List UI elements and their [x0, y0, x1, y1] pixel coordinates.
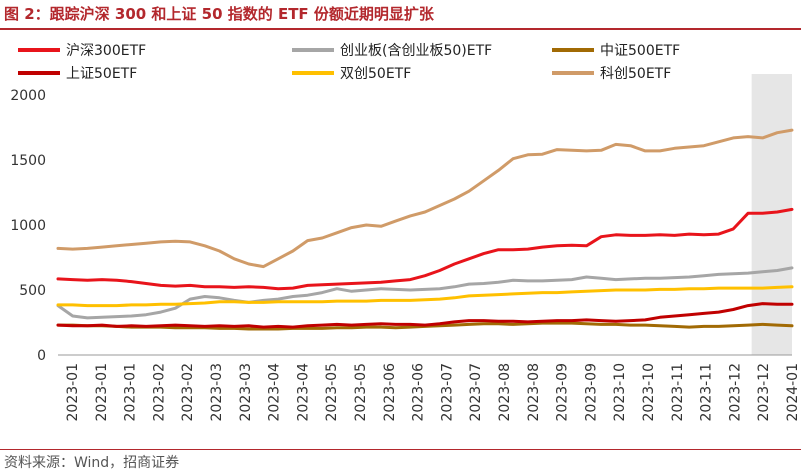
legend-label-5: 科创50ETF [600, 66, 671, 82]
y-tick-label: 1500 [10, 153, 46, 169]
y-tick-label: 0 [37, 348, 46, 364]
x-tick-label: 2023-01 [123, 363, 139, 422]
legend-label-2: 中证500ETF [600, 43, 680, 59]
y-tick-label: 500 [19, 283, 46, 299]
series-line-4 [56, 285, 794, 308]
x-tick-label: 2023-01 [94, 363, 110, 422]
x-tick-label: 2023-06 [411, 363, 427, 422]
series-line-3 [56, 302, 794, 329]
x-tick-label: 2023-10 [612, 363, 628, 422]
x-tick-label: 2023-11 [670, 363, 686, 422]
x-tick-label: 2023-02 [151, 363, 167, 422]
legend: 沪深300ETF 创业板(含创业板50)ETF 中证500ETF 上证50ETF 双创5… [18, 43, 680, 82]
x-tick-label: 2023-07 [468, 363, 484, 422]
plot-area: 0 500 1000 1500 2000 2023-01 2023-01 2023-01 202… [10, 74, 801, 422]
x-tick-label: 2023-06 [382, 363, 398, 422]
x-tick-label: 2023-09 [583, 363, 599, 422]
x-tick-label: 2023-08 [526, 363, 542, 422]
x-tick-label: 2023-11 [699, 363, 715, 422]
x-tick-label: 2023-04 [295, 363, 311, 422]
legend-label-3: 上证50ETF [66, 66, 137, 82]
x-tick-label: 2023-12 [756, 363, 772, 422]
x-tick-label: 2023-04 [267, 363, 283, 422]
x-tick-label: 2023-09 [555, 363, 571, 422]
x-tick-label: 2023-02 [180, 363, 196, 422]
x-tick-label: 2023-05 [324, 363, 340, 422]
x-tick-label: 2023-05 [353, 363, 369, 422]
legend-label-1: 创业板(含创业板50)ETF [340, 43, 492, 59]
source-divider [0, 449, 801, 450]
x-tick-label: 2023-10 [641, 363, 657, 422]
x-tick-label: 2023-12 [727, 363, 743, 422]
x-tick-label: 2023-01 [65, 363, 81, 422]
figure-title: 图 2：跟踪沪深 300 和上证 50 指数的 ETF 份额近期明显扩张 [4, 5, 434, 23]
y-tick-label: 1000 [10, 218, 46, 234]
x-tick-label: 2023-08 [497, 363, 513, 422]
x-tick-label: 2024-01 [785, 363, 801, 422]
legend-label-0: 沪深300ETF [66, 43, 146, 59]
x-tick-label: 2023-03 [238, 363, 254, 422]
y-tick-label: 2000 [10, 88, 46, 104]
legend-label-4: 双创50ETF [340, 66, 411, 82]
source-note: 资料来源：Wind，招商证券 [4, 455, 180, 471]
series-line-0 [56, 207, 794, 291]
x-tick-label: 2023-07 [439, 363, 455, 422]
x-tick-label: 2023-03 [209, 363, 225, 422]
title-divider [0, 28, 801, 30]
series-line-5 [56, 128, 794, 269]
